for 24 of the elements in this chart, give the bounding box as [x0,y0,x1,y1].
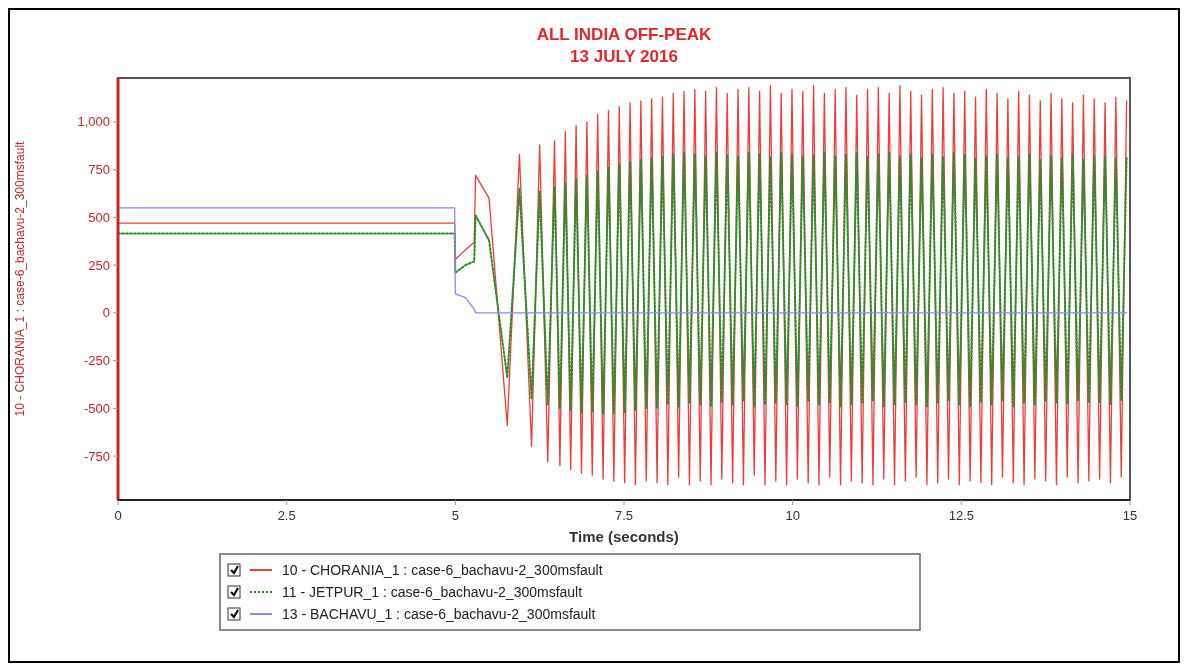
x-tick-label: 0 [114,508,122,523]
y-tick-label: -750 [83,448,110,464]
x-tick-label: 10 [785,508,800,523]
x-tick-label: 12.5 [948,508,974,523]
y-axis-title: 10 - CHORANIA_1 : case-6_bachavu-2_300msfault [13,140,27,417]
x-tick-label: 2.5 [277,508,296,523]
y-tick-label: 0 [102,305,110,321]
y-tick-label: 500 [88,209,110,225]
x-tick-label: 7.5 [614,508,634,523]
y-tick-label: 250 [88,257,110,273]
legend-label: 10 - CHORANIA_1 : case-6_bachavu-2_300msfault [282,561,603,578]
line-series [118,207,1128,314]
x-tick-label: 15 [1122,508,1138,523]
chart-subtitle: 13 JULY 2016 [570,47,678,66]
legend-label: 11 - JETPUR_1 : case-6_bachavu-2_300msfault [282,583,583,600]
y-tick-label: 750 [88,162,110,178]
y-tick-label: -500 [83,400,110,416]
y-tick-label: -250 [83,353,110,369]
x-axis-title: Time (seconds) [569,528,679,545]
y-tick-label: 1,000 [77,114,110,130]
legend-label: 13 - BACHAVU_1 : case-6_bachavu-2_300msfault [282,605,596,622]
line-series [118,151,1128,416]
x-tick-label: 5 [451,508,459,523]
chart-title: ALL INDIA OFF-PEAK [536,25,713,44]
